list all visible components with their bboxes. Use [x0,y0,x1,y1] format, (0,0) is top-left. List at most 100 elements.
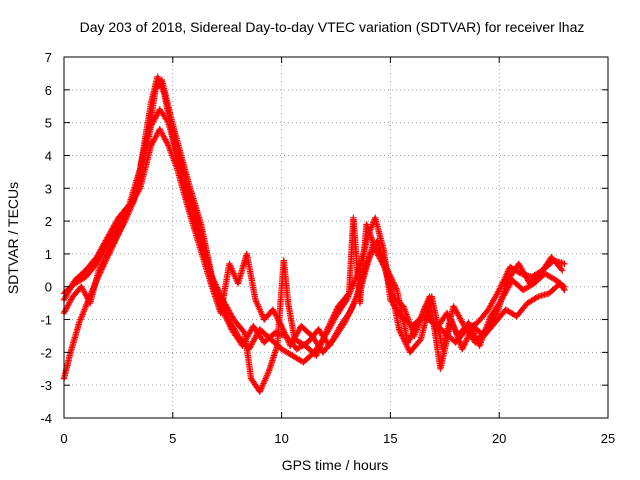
plus-marker [559,267,566,274]
plus-marker [64,303,71,311]
x-axis-title: GPS time / hours [282,457,389,473]
plus-marker [496,286,503,294]
y-tick-label: -4 [40,411,52,426]
plus-marker [101,256,108,264]
plus-marker [240,328,247,335]
plus-marker [327,318,335,325]
plus-marker [366,254,373,261]
x-tick-label: 15 [383,431,397,446]
plus-marker [398,330,405,338]
y-tick-label: 7 [45,50,52,65]
plus-marker [119,222,126,229]
plus-marker [460,342,467,350]
plus-marker [215,287,222,294]
plus-marker [384,268,391,276]
plus-marker [100,258,107,265]
x-tick-label: 0 [60,431,67,446]
plus-marker [397,329,404,336]
plus-marker [403,341,410,348]
plus-marker [463,336,470,344]
plus-marker [461,341,468,348]
plus-marker [342,318,349,325]
plus-marker [217,292,224,299]
plus-marker [326,321,333,328]
x-tick-label: 25 [601,431,615,446]
plus-marker [343,315,351,322]
y-tick-label: 1 [45,247,52,262]
plus-marker [332,307,340,315]
plus-marker [221,312,229,319]
y-tick-label: -2 [40,345,52,360]
plus-marker [344,291,352,298]
plus-marker [459,345,466,353]
plus-marker [402,340,409,347]
plus-marker [328,317,335,324]
x-tick-label: 20 [492,431,506,446]
plus-marker [504,268,512,275]
x-tick-label: 10 [274,431,288,446]
plus-marker [401,336,408,344]
plus-marker [225,320,232,327]
plus-marker [210,278,218,285]
plus-marker [348,304,356,311]
y-tick-label: 6 [45,83,52,98]
plus-marker [163,139,171,146]
plus-marker [350,301,357,308]
plus-marker [118,223,125,231]
series-track-d [60,76,566,395]
plus-marker [329,313,337,321]
plus-marker [395,326,403,333]
plus-marker [64,302,72,309]
series-track-b [60,106,568,353]
plus-marker [558,265,565,273]
plus-marker [218,293,225,300]
plus-marker [216,289,223,296]
plus-marker [330,312,337,319]
chart-title: Day 203 of 2018, Sidereal Day-to-day VTE… [80,19,585,35]
plus-marker [164,140,171,148]
plus-marker [462,338,469,345]
plus-marker [416,337,423,344]
plus-marker [560,285,567,292]
plus-marker [348,305,355,313]
y-tick-label: 4 [45,148,52,163]
plus-marker [226,321,233,328]
plus-marker [503,271,510,278]
plus-marker [398,332,406,339]
y-tick-label: 3 [45,181,52,196]
plus-marker [414,321,422,328]
plus-marker [495,288,502,295]
plus-marker [368,249,375,257]
y-tick-label: 0 [45,280,52,295]
plus-marker [533,294,541,301]
axis-ticks: 0 5 10 15 20 25 -4 -3 -2 -1 0 1 2 3 4 5 6 7 [40,50,615,446]
plus-marker [561,260,568,267]
plus-marker [208,273,216,281]
plus-marker [213,284,221,291]
plus-marker [344,313,351,320]
plus-marker [82,291,89,298]
x-tick-label: 5 [169,431,176,446]
plus-marker [466,321,473,328]
plus-marker [213,282,220,290]
y-tick-label: 5 [45,116,52,131]
grid-lines [64,57,608,418]
plus-marker [404,344,411,351]
plus-marker [324,326,331,333]
plus-marker [345,310,353,317]
plus-marker [221,310,228,318]
y-tick-label: -1 [40,313,52,328]
plus-marker [366,252,374,260]
plus-marker [561,286,568,294]
plus-marker [223,315,230,322]
plus-marker [209,275,216,282]
plus-marker [109,240,117,247]
plus-marker [341,319,348,326]
plus-marker [224,317,231,324]
y-axis-title: SDTVAR / TECUs [5,182,21,294]
plus-marker [83,292,90,299]
plus-marker [110,238,118,246]
plus-marker [325,323,332,330]
plus-marker [393,285,400,292]
